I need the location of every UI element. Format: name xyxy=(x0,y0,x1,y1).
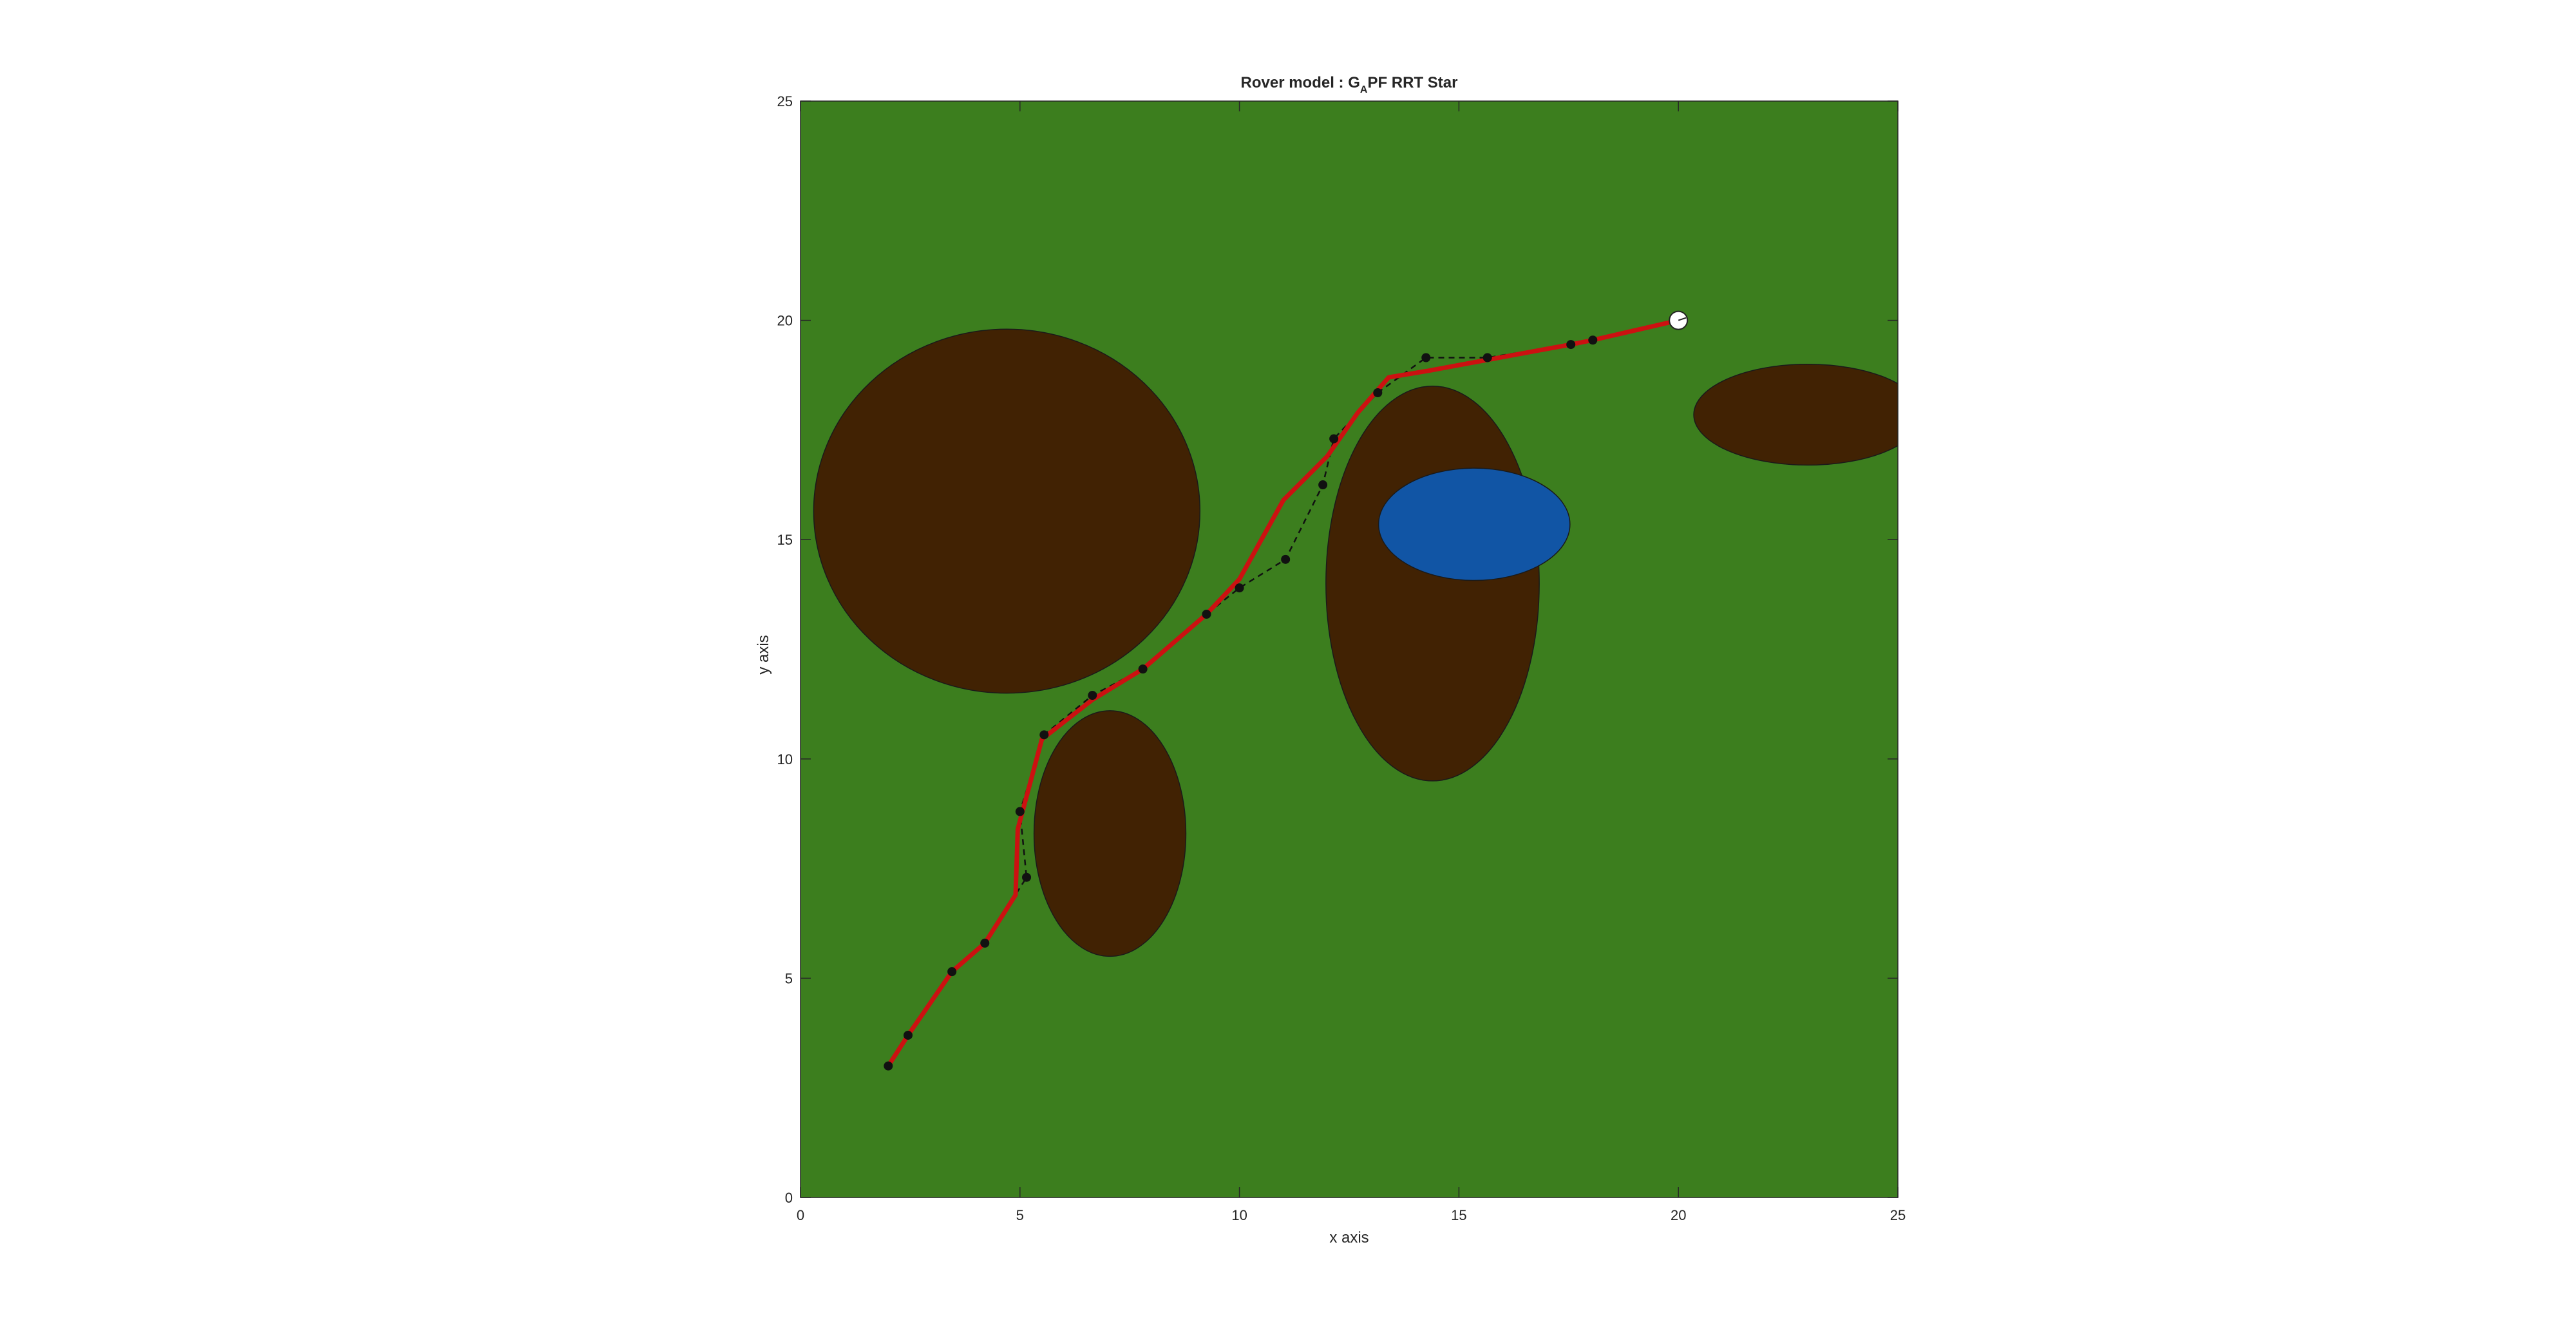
x-tick-label: 5 xyxy=(1016,1207,1024,1223)
terrain-obstacle-1 xyxy=(813,328,1201,694)
smoothed-path-line xyxy=(886,318,1681,1069)
axes: 0 5 10 15 20 25 0 5 10 15 20 25 xyxy=(777,93,1906,1223)
chart-title-subscript: A xyxy=(1360,84,1368,95)
path-waypoint xyxy=(1329,434,1339,444)
path-waypoint xyxy=(903,1030,913,1040)
chart-title-suffix: PF RRT Star xyxy=(1367,74,1457,91)
water-obstacle xyxy=(1378,467,1571,581)
axes-frame xyxy=(800,100,1899,1198)
path-waypoint xyxy=(947,967,957,977)
y-tick-label: 0 xyxy=(785,1190,793,1206)
path-waypoint xyxy=(1588,335,1598,345)
y-tick-label: 10 xyxy=(777,751,793,767)
path-waypoint xyxy=(1373,388,1383,397)
y-tick-label: 15 xyxy=(777,532,793,548)
path-waypoint xyxy=(980,938,990,948)
y-tick-label: 25 xyxy=(777,93,793,109)
path-waypoint xyxy=(1235,583,1244,593)
path-waypoint xyxy=(1015,807,1025,816)
terrain-obstacle-4 xyxy=(1693,363,1898,466)
path-waypoint xyxy=(1039,730,1049,740)
terrain-obstacle-2 xyxy=(1033,710,1187,957)
path-waypoint xyxy=(1566,340,1576,350)
y-axis-label: y axis xyxy=(755,635,772,674)
path-waypoint xyxy=(1022,872,1032,882)
goal-heading xyxy=(1678,317,1687,321)
path-waypoint xyxy=(1318,480,1328,490)
path-waypoint xyxy=(1138,664,1148,674)
path-waypoint xyxy=(884,1061,893,1071)
chart-title: Rover model : GAPF RRT Star xyxy=(1241,74,1458,95)
plot-area xyxy=(800,101,1898,1198)
x-tick-label: 10 xyxy=(1231,1207,1247,1223)
terrain-obstacle-3 xyxy=(1325,386,1540,782)
x-tick-label: 0 xyxy=(797,1207,804,1223)
path-waypoint xyxy=(1088,691,1097,700)
path-waypoint xyxy=(1421,353,1431,362)
path-waypoint xyxy=(1202,610,1211,619)
path-waypoint xyxy=(1482,353,1492,362)
x-tick-label: 20 xyxy=(1671,1207,1686,1223)
y-tick-label: 5 xyxy=(785,970,793,986)
x-axis-label: x axis xyxy=(1329,1229,1368,1246)
chart-title-prefix: Rover model : G xyxy=(1241,74,1360,91)
x-tick-label: 15 xyxy=(1451,1207,1466,1223)
obstacle-group xyxy=(813,328,1898,957)
x-tick-label: 25 xyxy=(1890,1207,1906,1223)
path-waypoint xyxy=(1281,554,1291,564)
y-tick-label: 20 xyxy=(777,313,793,329)
